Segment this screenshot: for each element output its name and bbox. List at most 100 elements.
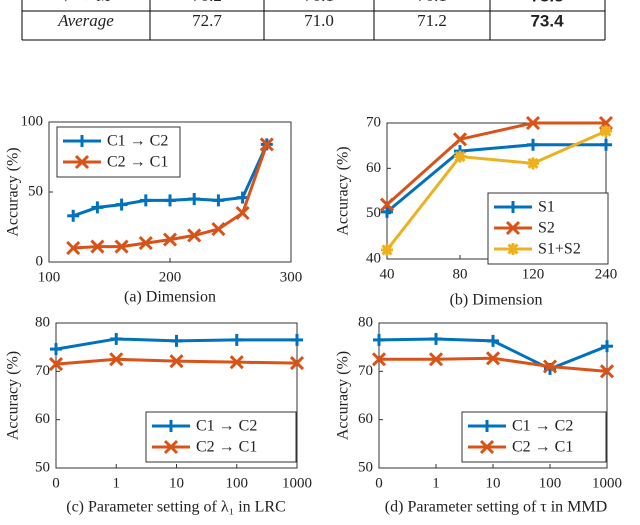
legend-marker <box>507 201 519 213</box>
x-tick-label: 100 <box>226 475 249 491</box>
x-axis-label: (b) Dimension <box>450 292 543 309</box>
x-tick-label: 10 <box>486 475 501 491</box>
y-tick-label: 70 <box>358 363 373 379</box>
data-point <box>187 228 202 243</box>
legend-label: S2 <box>538 220 555 237</box>
plot-frame <box>378 322 608 469</box>
data-point <box>371 352 387 367</box>
legend-label: S1 <box>538 199 555 216</box>
marker-stroke <box>163 439 179 455</box>
marker-dot <box>529 159 537 168</box>
data-point <box>600 125 612 138</box>
marker-stroke <box>138 236 153 251</box>
x-tick-label: 300 <box>280 269 303 285</box>
data-point <box>485 351 501 366</box>
data-point <box>291 333 303 346</box>
marker-stroke <box>187 228 202 243</box>
data-point <box>430 332 442 345</box>
marker-stroke <box>479 439 495 455</box>
y-tick-label: 60 <box>366 160 381 176</box>
x-tick-label: 120 <box>522 266 545 282</box>
y-tick-label: 50 <box>35 459 50 475</box>
table-cell: V → M <box>61 0 112 5</box>
series-line <box>386 143 606 214</box>
x-axis-label: (c) Parameter setting of λ₁ in LRC <box>66 499 286 516</box>
legend-label: C2 → C1 <box>107 154 168 171</box>
x-tick-label: 0 <box>52 475 60 491</box>
marker-stroke <box>452 132 468 147</box>
y-tick-label: 100 <box>21 113 44 129</box>
legend-label: C1 → C2 <box>196 418 257 435</box>
data-point <box>379 197 395 212</box>
y-tick-label: 40 <box>366 250 381 266</box>
series-line <box>385 129 607 251</box>
x-tick-label: 1 <box>432 475 440 491</box>
marker-stroke <box>48 357 64 372</box>
legend-label: S1+S2 <box>538 241 581 258</box>
y-axis-label: Accuracy (%) <box>5 147 22 236</box>
table-cell: 71.2 <box>417 11 447 30</box>
legend-marker <box>479 439 495 455</box>
marker-stroke <box>169 354 184 369</box>
data-point <box>525 115 541 131</box>
legend-marker <box>505 220 521 236</box>
data-point <box>600 138 612 151</box>
x-tick-label: 240 <box>595 266 618 282</box>
data-point <box>109 352 124 367</box>
marker-stroke <box>525 115 541 131</box>
marker-stroke <box>289 356 305 371</box>
y-axis-label: Accuracy (%) <box>335 351 352 440</box>
marker-stroke <box>90 239 105 254</box>
legend-label: C1 → C2 <box>107 133 168 150</box>
data-point <box>230 333 243 346</box>
x-tick-label: 1000 <box>592 475 622 491</box>
y-tick-label: 50 <box>358 459 373 475</box>
table-cell: 72.7 <box>192 11 222 30</box>
data-point <box>90 239 105 254</box>
data-point <box>542 359 558 374</box>
data-point <box>169 354 184 369</box>
y-tick-label: 70 <box>35 363 50 379</box>
y-tick-label: 50 <box>28 183 43 199</box>
data-point <box>66 240 81 256</box>
data-point <box>289 356 305 371</box>
legend-marker <box>165 420 177 432</box>
marker-stroke <box>505 220 521 236</box>
marker-dot <box>383 245 391 254</box>
x-tick-label: 0 <box>375 475 383 491</box>
data-point <box>259 137 274 152</box>
legend-marker <box>507 243 519 255</box>
data-point <box>381 205 393 218</box>
marker-dot <box>509 245 517 253</box>
marker-stroke <box>485 351 501 366</box>
marker-stroke <box>542 359 558 374</box>
legend-marker <box>163 439 179 455</box>
data-point <box>229 355 244 370</box>
data-point <box>114 239 129 254</box>
marker-stroke <box>162 232 178 247</box>
y-tick-label: 60 <box>358 411 373 427</box>
marker-dot <box>602 127 610 136</box>
x-tick-label: 80 <box>453 266 468 282</box>
x-tick-label: 1 <box>113 475 121 491</box>
y-tick-label: 60 <box>35 411 50 427</box>
x-axis-label: (d) Parameter setting of τ in MMD <box>385 499 607 516</box>
data-point <box>527 138 539 151</box>
x-axis-label: (a) Dimension <box>124 289 216 306</box>
legend-label: C2 → C1 <box>512 439 573 456</box>
data-point <box>115 198 128 211</box>
y-axis-label: Accuracy (%) <box>5 351 22 440</box>
table-cell: Average <box>57 11 114 30</box>
data-point <box>601 340 613 353</box>
data-point <box>188 193 201 205</box>
table-cell: 70.1 <box>417 0 447 5</box>
data-point <box>138 236 153 251</box>
legend-marker <box>481 420 493 432</box>
table <box>21 0 606 41</box>
marker-stroke <box>599 364 615 379</box>
legend-marker <box>74 154 90 170</box>
data-point <box>48 357 64 372</box>
marker-stroke <box>428 352 444 367</box>
y-tick-label: 80 <box>35 314 50 330</box>
